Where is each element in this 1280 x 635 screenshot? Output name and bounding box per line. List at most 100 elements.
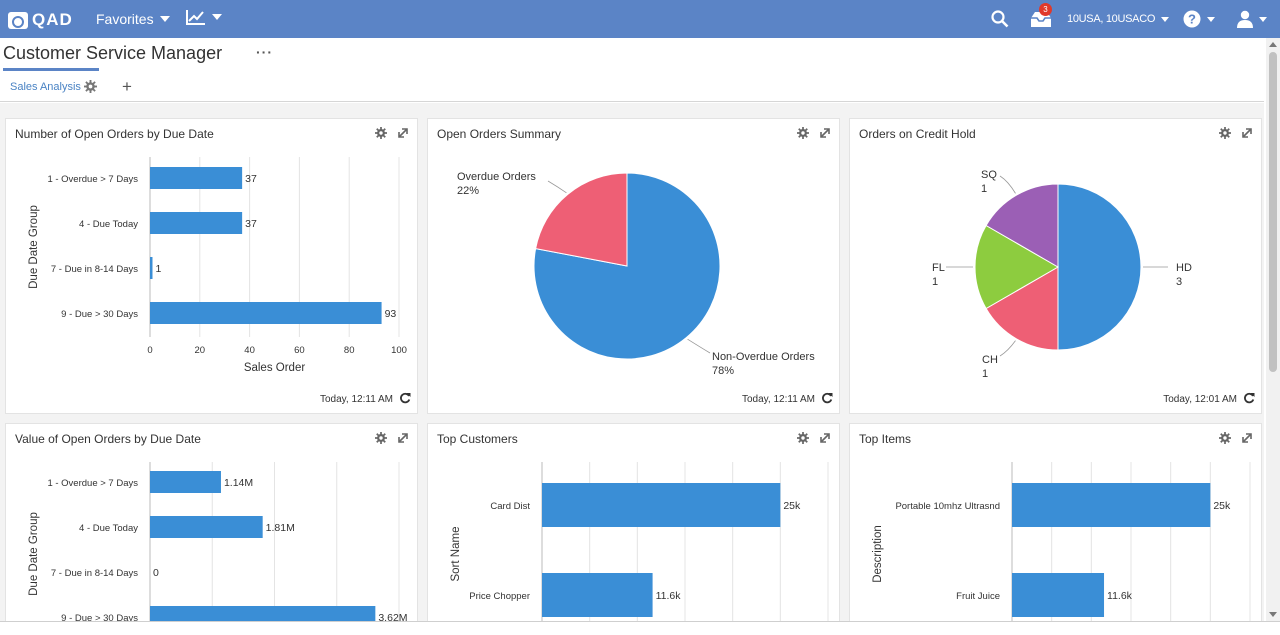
panel-settings-button[interactable] — [797, 431, 809, 449]
slice-label: Non-Overdue Orders — [712, 351, 815, 363]
expand-icon — [820, 128, 830, 138]
category-label: Fruit Juice — [956, 591, 1000, 602]
page-options-button[interactable]: ··· — [256, 44, 273, 60]
panel-title: Top Customers — [437, 432, 518, 446]
gear-icon — [1219, 127, 1231, 139]
slice-label: HD — [1176, 262, 1192, 274]
qad-logo[interactable]: QAD — [8, 10, 73, 30]
category-label: 7 - Due in 8-14 Days — [51, 264, 138, 275]
gear-icon — [84, 80, 97, 93]
y-axis-title: Description — [872, 525, 884, 583]
panel-open-orders-by-due-date: 1 - Overdue > 7 Days 37 4 - Due Today 37 7 -… — [5, 118, 418, 414]
category-label: 4 - Due Today — [79, 523, 138, 534]
slice-label: CH — [982, 354, 998, 366]
panel-expand-button[interactable] — [1241, 431, 1253, 449]
chevron-down-icon — [159, 16, 170, 22]
notification-count-badge: 3 — [1039, 3, 1052, 16]
slice-value-label: 78% — [712, 365, 734, 377]
svg-text:?: ? — [1188, 12, 1196, 27]
category-label: 1 - Overdue > 7 Days — [47, 174, 138, 185]
scroll-thumb[interactable] — [1269, 52, 1277, 372]
panel-top-items: Portable 10mhz Ultrasnd 25k Fruit Juice 11.… — [849, 423, 1262, 633]
refresh-button[interactable] — [821, 392, 833, 407]
user-menu[interactable] — [1237, 0, 1267, 38]
chevron-down-icon — [1259, 16, 1267, 22]
search-button[interactable] — [991, 0, 1009, 38]
panel-settings-button[interactable] — [1219, 126, 1231, 144]
slice-value-label: 3 — [1176, 276, 1182, 288]
favorites-menu[interactable]: Favorites — [96, 11, 170, 27]
panel-title: Number of Open Orders by Due Date — [15, 127, 214, 141]
bar — [150, 302, 382, 324]
scroll-up-arrow-icon[interactable] — [1269, 42, 1277, 47]
slice-value-label: 22% — [457, 185, 479, 197]
page-scrollbar[interactable] — [1266, 38, 1280, 621]
dashboard-tabs: Sales Analysis + — [0, 74, 1264, 102]
panel-value-of-open-orders: 1 - Overdue > 7 Days 1.14M 4 - Due Today 1.… — [5, 423, 418, 633]
title-underline — [3, 68, 99, 71]
scroll-down-arrow-icon[interactable] — [1269, 612, 1277, 617]
refresh-button[interactable] — [1243, 392, 1255, 407]
category-label: Card Dist — [490, 501, 530, 512]
panel-title: Open Orders Summary — [437, 127, 562, 141]
help-menu[interactable]: ? — [1183, 0, 1215, 38]
panel-expand-button[interactable] — [397, 126, 409, 144]
chevron-down-icon — [1207, 16, 1215, 22]
category-label: 4 - Due Today — [79, 219, 138, 230]
entity-selector[interactable]: 10USA, 10USACO — [1067, 0, 1170, 38]
category-label: 9 - Due > 30 Days — [61, 613, 138, 624]
leader-line — [547, 180, 567, 194]
bar — [542, 573, 653, 617]
credit-hold-pie-chart: HD 3 CH 1 FL 1 SQ 1 — [932, 169, 1192, 380]
slice-value-label: 1 — [932, 276, 938, 288]
leader-line — [687, 338, 711, 354]
analytics-menu[interactable] — [186, 9, 222, 25]
chevron-down-icon — [1161, 16, 1170, 22]
x-tick-label: 60 — [294, 345, 305, 356]
refresh-button[interactable] — [399, 392, 411, 407]
pie-slice — [1057, 183, 1142, 351]
refresh-icon — [822, 392, 833, 404]
expand-icon — [1242, 433, 1252, 443]
favorites-label: Favorites — [96, 11, 154, 27]
notifications-button[interactable]: 3 — [1029, 0, 1053, 38]
trend-chart-icon — [186, 10, 205, 25]
panel-settings-button[interactable] — [375, 431, 387, 449]
data-label: 11.6k — [1107, 590, 1133, 602]
expand-icon — [1242, 128, 1252, 138]
panel-settings-button[interactable] — [375, 126, 387, 144]
open-orders-pie-chart: Non-Overdue Orders 78% Overdue Orders 22% — [457, 171, 815, 377]
x-tick-label: 20 — [195, 345, 206, 356]
tab-settings-button[interactable] — [84, 80, 97, 98]
dashboard-workspace: 1 - Overdue > 7 Days 37 4 - Due Today 37 7 -… — [0, 103, 1264, 633]
panel-expand-button[interactable] — [1241, 126, 1253, 144]
last-refresh-time: Today, 12:11 AM — [741, 394, 815, 405]
slice-value-label: 1 — [981, 183, 987, 195]
slice-label: SQ — [981, 169, 997, 181]
add-tab-button[interactable]: + — [122, 77, 132, 96]
tab-sales-analysis[interactable]: Sales Analysis — [10, 81, 81, 93]
entity-label: 10USA, 10USACO — [1067, 13, 1156, 25]
last-refresh-time: Today, 12:11 AM — [319, 394, 393, 405]
bar — [150, 516, 263, 538]
last-refresh-time: Today, 12:01 AM — [1163, 394, 1237, 405]
bar — [1012, 573, 1105, 617]
category-label: 9 - Due > 30 Days — [61, 309, 138, 320]
panel-settings-button[interactable] — [1219, 431, 1231, 449]
bar — [150, 471, 221, 493]
panel-expand-button[interactable] — [819, 126, 831, 144]
x-tick-label: 40 — [244, 345, 255, 356]
slice-label: FL — [932, 262, 945, 274]
panel-title: Top Items — [859, 432, 912, 446]
category-label: 1 - Overdue > 7 Days — [47, 478, 138, 489]
panel-top-customers: Card Dist 25k Price Chopper 11.6k Sort Name … — [427, 423, 840, 633]
panel-expand-button[interactable] — [819, 431, 831, 449]
panel-settings-button[interactable] — [797, 126, 809, 144]
bar — [150, 167, 243, 189]
pie-slice — [535, 172, 628, 267]
gear-icon — [797, 432, 809, 444]
x-tick-label: 0 — [147, 345, 152, 356]
pie-slice — [533, 172, 721, 360]
category-label: 7 - Due in 8-14 Days — [51, 568, 138, 579]
panel-expand-button[interactable] — [397, 431, 409, 449]
